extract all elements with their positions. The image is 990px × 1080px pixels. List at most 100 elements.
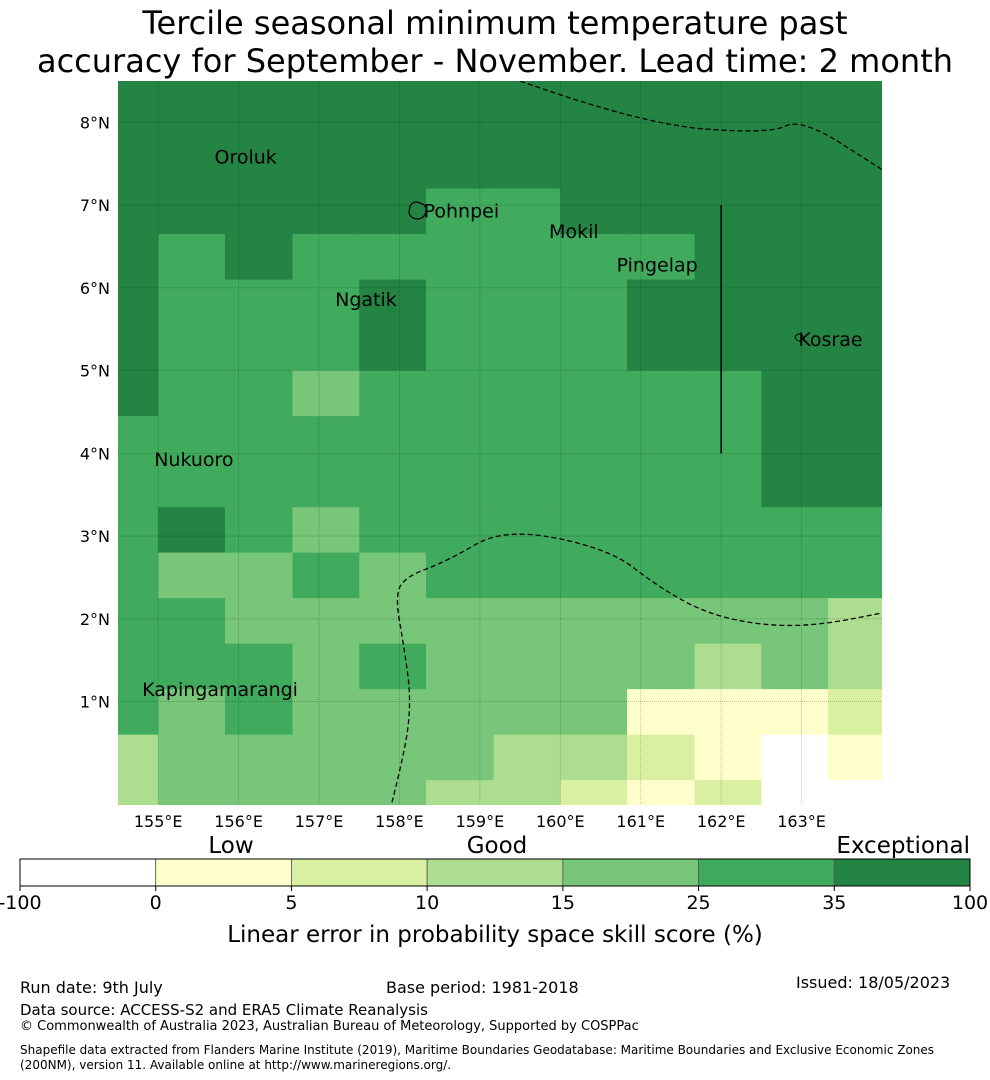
skill-cell	[694, 507, 762, 554]
lat-tick-label: 2°N	[80, 610, 110, 629]
skill-cell	[560, 416, 628, 463]
skill-cell	[224, 552, 294, 599]
skill-cell	[359, 370, 427, 417]
skill-cell	[493, 598, 561, 645]
skill-cell	[627, 416, 696, 463]
skill-cell	[694, 279, 762, 326]
skill-cell	[292, 598, 360, 645]
skill-cell	[761, 507, 829, 554]
colorbar-bound-label: 5	[285, 892, 297, 914]
colorbar-category-label: Exceptional	[836, 833, 970, 859]
skill-cell	[828, 325, 882, 372]
skill-cell	[493, 689, 561, 736]
skill-cell	[158, 81, 226, 144]
skill-cell	[359, 507, 427, 554]
skill-cell	[627, 734, 696, 781]
skill-cell	[359, 234, 427, 281]
skill-cell	[426, 370, 495, 417]
skill-cell	[224, 188, 294, 235]
skill-cell	[292, 780, 360, 805]
skill-cell	[158, 507, 226, 554]
lon-tick-label: 156°E	[214, 812, 263, 831]
skill-cell	[627, 143, 696, 190]
lat-tick-label: 5°N	[80, 362, 110, 381]
skill-cell	[224, 234, 294, 281]
place-label-ngatik: Ngatik	[335, 289, 397, 311]
skill-cell	[627, 689, 696, 736]
skill-cell	[426, 416, 495, 463]
pohnpei-island-outline	[408, 201, 427, 220]
skill-cell	[292, 416, 360, 463]
skill-cell	[493, 416, 561, 463]
skill-cell	[224, 143, 294, 190]
map-figure: Oroluk Pohnpei Mokil Pingelap Ngatik Kosrae Nu…	[0, 81, 988, 948]
lon-tick-label: 160°E	[536, 812, 585, 831]
skill-cell	[224, 689, 294, 736]
skill-cell	[828, 188, 882, 235]
colorbar-bound-label: 0	[150, 892, 162, 914]
place-label-pingelap: Pingelap	[617, 254, 698, 276]
skill-cell	[118, 188, 159, 235]
run-date: Run date: 9th July	[20, 978, 163, 997]
skill-cell	[158, 143, 226, 190]
skill-cell	[118, 780, 159, 805]
skill-cell	[118, 598, 159, 645]
skill-cell	[560, 461, 628, 508]
skill-cell	[761, 370, 829, 417]
skill-cell	[426, 234, 495, 281]
skill-cell	[828, 643, 882, 690]
skill-cell	[224, 461, 294, 508]
skill-cell	[627, 81, 696, 144]
colorbar-swatch	[291, 858, 428, 887]
colorbar-bound-label: 100	[952, 892, 988, 914]
skill-cell	[224, 507, 294, 554]
place-label-kosrae: Kosrae	[798, 329, 862, 351]
colorbar-swatch	[426, 858, 564, 887]
skill-cell	[493, 780, 561, 805]
skill-cell	[426, 188, 495, 235]
skill-cell	[426, 643, 495, 690]
skill-cell	[118, 81, 159, 144]
skill-cell	[828, 416, 882, 463]
skill-cell	[761, 643, 829, 690]
skill-cell	[224, 734, 294, 781]
skill-cell	[761, 188, 829, 235]
skill-cell	[694, 325, 762, 372]
skill-cell	[118, 143, 159, 190]
skill-cell	[828, 780, 882, 805]
skill-cell	[158, 234, 226, 281]
skill-cell	[828, 552, 882, 599]
skill-cell	[292, 279, 360, 326]
skill-cell	[292, 643, 360, 690]
colorbar-frame	[19, 858, 971, 887]
skill-cell	[359, 81, 427, 144]
colorbar-category-label: Good	[467, 833, 528, 859]
skill-cell	[426, 507, 495, 554]
skill-cell	[118, 507, 159, 554]
skill-cell	[224, 416, 294, 463]
axis-ticks: 155°E 156°E 157°E 158°E 159°E 160°E 161°E 162°E…	[80, 113, 826, 831]
skill-cell	[828, 507, 882, 554]
skill-cell	[627, 643, 696, 690]
skill-cell	[493, 81, 561, 144]
skill-cell	[426, 461, 495, 508]
skill-cell	[292, 370, 360, 417]
skill-cell	[359, 598, 427, 645]
skill-cell	[359, 643, 427, 690]
skill-cell	[426, 780, 495, 805]
place-label-kapingamarangi: Kapingamarangi	[142, 679, 298, 701]
skill-cell	[426, 734, 495, 781]
island-outlines	[408, 201, 804, 342]
skill-cell	[359, 689, 427, 736]
eez-boundary-line	[390, 533, 882, 805]
skill-cell	[694, 143, 762, 190]
data-source: Data source: ACCESS-S2 and ERA5 Climate …	[20, 1001, 428, 1019]
skill-cell	[560, 188, 628, 235]
issued-date: Issued: 18/05/2023	[796, 973, 951, 992]
skill-cell	[627, 552, 696, 599]
colorbar: -100 0 5 10 15 25 35 100 Low Good Exceptional Linea…	[0, 833, 988, 948]
skill-cell	[118, 689, 159, 736]
shapefile-credit: Shapefile data extracted from Flanders M…	[20, 1043, 935, 1072]
skill-cell	[426, 552, 495, 599]
lat-tick-label: 8°N	[80, 113, 110, 132]
